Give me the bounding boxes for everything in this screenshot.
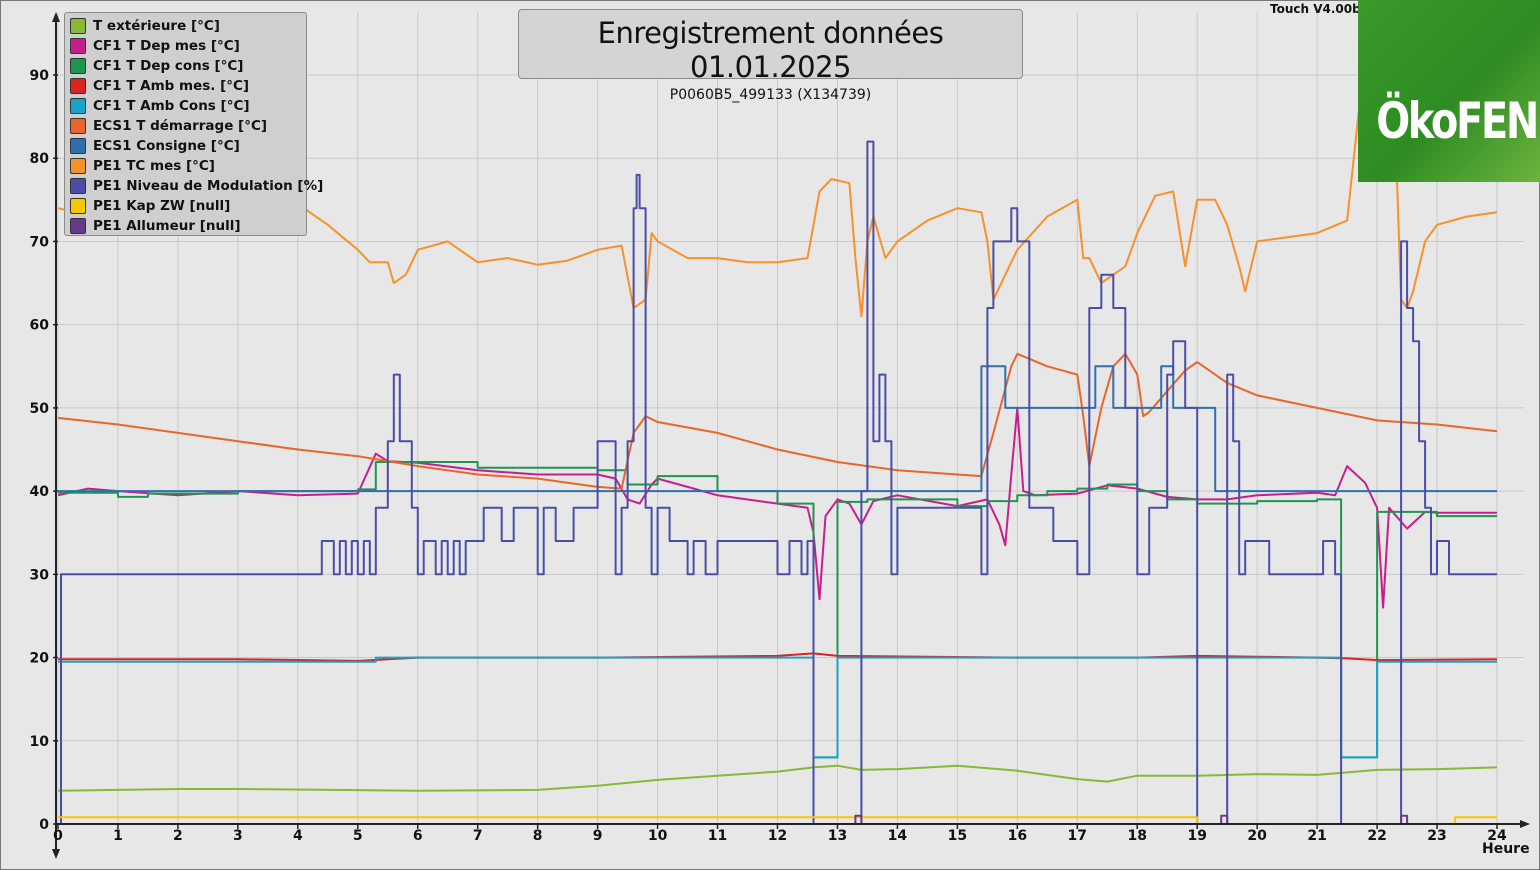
series-line-1 — [57, 764, 1498, 792]
x-tick-label: 24 — [1487, 828, 1507, 844]
x-tick-label: 16 — [1008, 828, 1027, 844]
y-tick-label: 80 — [30, 151, 50, 167]
logo-text: ÖkoFEN — [1376, 92, 1539, 150]
series-line-9 — [58, 140, 1497, 825]
version-label: Touch V4.00b — [1270, 2, 1361, 16]
legend-swatch — [70, 118, 86, 134]
legend-swatch — [70, 98, 86, 114]
legend-swatch — [70, 178, 86, 194]
x-tick-label: 9 — [593, 828, 603, 844]
legend-swatch — [70, 138, 86, 154]
legend-item[interactable]: PE1 TC mes [°C] — [70, 156, 306, 176]
y-tick-label: 40 — [30, 484, 50, 500]
legend-label: CF1 T Amb Cons [°C] — [93, 98, 250, 114]
legend-item[interactable]: CF1 T Dep cons [°C] — [70, 56, 306, 76]
x-tick-label: 0 — [53, 828, 63, 844]
tick-labels: 0 1 2 3 4 5 6 7 8 9 10 11 12 13 14 15 16 17 18 19 20 21 22 23 24… — [30, 68, 1507, 844]
y-axis-arrow — [52, 12, 60, 22]
x-tick-label: 18 — [1128, 828, 1147, 844]
x-tick-label: 8 — [533, 828, 543, 844]
legend-swatch — [70, 158, 86, 174]
series-line-5 — [58, 656, 1497, 759]
legend-item[interactable]: PE1 Kap ZW [null] — [70, 196, 306, 216]
y-tick-label: 50 — [30, 401, 50, 417]
legend-item[interactable]: ECS1 T démarrage [°C] — [70, 116, 306, 136]
legend-label: CF1 T Dep cons [°C] — [93, 58, 244, 74]
x-tick-label: 4 — [293, 828, 303, 844]
x-axis-label: Heure — [1482, 841, 1530, 857]
x-tick-label: 10 — [648, 828, 668, 844]
y-tick-label: 10 — [30, 734, 50, 750]
legend-item[interactable]: PE1 Allumeur [null] — [70, 216, 306, 236]
legend-swatch — [70, 58, 86, 74]
x-tick-label: 22 — [1367, 828, 1386, 844]
series-line-6 — [57, 352, 1498, 490]
legend-item[interactable]: CF1 T Amb mes. [°C] — [70, 76, 306, 96]
legend-item[interactable]: T extérieure [°C] — [70, 16, 306, 36]
legend-label: ECS1 Consigne [°C] — [93, 138, 240, 154]
legend-label: PE1 Niveau de Modulation [%] — [93, 178, 324, 194]
x-tick-label: 21 — [1307, 828, 1326, 844]
legend-label: T extérieure [°C] — [93, 18, 220, 34]
y-tick-label: 60 — [30, 318, 50, 334]
x-tick-label: 1 — [113, 828, 123, 844]
x-tick-label: 20 — [1247, 828, 1267, 844]
brand-logo: ÖkoFEN — [1358, 0, 1540, 182]
series-line-8 — [57, 99, 1498, 318]
x-tick-label: 19 — [1187, 828, 1206, 844]
legend-label: PE1 Allumeur [null] — [93, 218, 241, 234]
legend-swatch — [70, 38, 86, 54]
title-box: Enregistrement données 01.01.2025 P0060B… — [518, 9, 1023, 103]
y-tick-label: 70 — [30, 234, 50, 250]
series-line-11 — [58, 814, 1497, 825]
x-tick-label: 17 — [1068, 828, 1087, 844]
chart-title: Enregistrement données 01.01.2025 — [597, 16, 944, 84]
legend-swatch — [70, 198, 86, 214]
y-tick-label: 30 — [30, 567, 50, 583]
y-tick-label: 0 — [39, 817, 49, 833]
x-tick-label: 11 — [708, 828, 727, 844]
axes — [52, 12, 1530, 859]
x-tick-label: 15 — [948, 828, 967, 844]
x-tick-label: 23 — [1427, 828, 1446, 844]
legend-label: PE1 Kap ZW [null] — [93, 198, 231, 214]
legend-swatch — [70, 218, 86, 234]
chart-subtitle: P0060B5_499133 (X134739) — [669, 87, 872, 103]
x-tick-label: 14 — [888, 828, 908, 844]
x-axis-arrow — [1520, 820, 1530, 828]
legend-item[interactable]: CF1 T Amb Cons [°C] — [70, 96, 306, 116]
series-layer — [57, 99, 1498, 825]
legend-item[interactable]: PE1 Niveau de Modulation [%] — [70, 176, 323, 196]
legend-label: CF1 T Amb mes. [°C] — [93, 78, 250, 94]
y-axis-arrow-down — [52, 849, 60, 859]
legend-swatch — [70, 78, 86, 94]
legend-item[interactable]: CF1 T Dep mes [°C] — [70, 36, 306, 56]
x-tick-label: 13 — [828, 828, 847, 844]
x-tick-label: 7 — [473, 828, 483, 844]
x-tick-label: 3 — [233, 828, 243, 844]
legend-label: PE1 TC mes [°C] — [93, 158, 215, 174]
legend-swatch — [70, 18, 86, 34]
y-tick-label: 20 — [30, 651, 50, 667]
x-tick-label: 5 — [353, 828, 363, 844]
x-tick-label: 6 — [413, 828, 423, 844]
x-tick-label: 2 — [173, 828, 183, 844]
y-tick-label: 90 — [30, 68, 50, 84]
legend-label: ECS1 T démarrage [°C] — [93, 118, 268, 134]
legend-item[interactable]: ECS1 Consigne [°C] — [70, 136, 306, 156]
series-line-2 — [57, 406, 1497, 609]
legend-label: CF1 T Dep mes [°C] — [93, 38, 240, 54]
series-line-3 — [58, 461, 1497, 759]
x-tick-label: 12 — [768, 828, 787, 844]
legend: T extérieure [°C] CF1 T Dep mes [°C] CF1 T… — [64, 12, 323, 236]
